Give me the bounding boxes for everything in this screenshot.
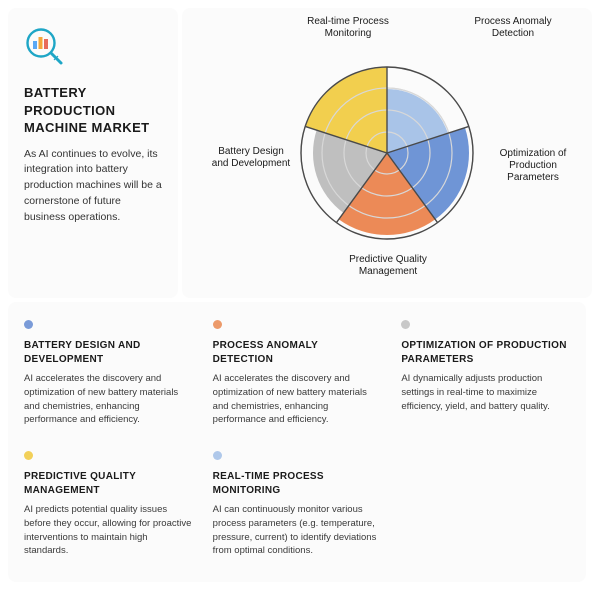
legend-item: PREDICTIVE QUALITY MANAGEMENT AI predicts… [24, 451, 193, 558]
top-row: BATTERY PRODUCTION MACHINE MARKET As AI … [8, 8, 586, 298]
intro-body: As AI continues to evolve, its integrati… [24, 147, 162, 226]
legend-item: REAL-TIME PROCESS MONITORING AI can conti… [213, 451, 382, 558]
intro-card: BATTERY PRODUCTION MACHINE MARKET As AI … [8, 8, 178, 298]
magnifier-chart-icon [24, 26, 64, 66]
legend-title: BATTERY DESIGN AND DEVELOPMENT [24, 339, 193, 366]
legend-title: PROCESS ANOMALY DETECTION [213, 339, 382, 366]
legend-dot [401, 320, 410, 329]
chart-label: Process Anomaly Detection [472, 16, 554, 40]
legend-title: PREDICTIVE QUALITY MANAGEMENT [24, 470, 193, 497]
legend-item: BATTERY DESIGN AND DEVELOPMENT AI acceler… [24, 320, 193, 427]
legend-item: PROCESS ANOMALY DETECTION AI accelerates … [213, 320, 382, 427]
legend-card: BATTERY DESIGN AND DEVELOPMENT AI acceler… [8, 302, 586, 582]
legend-title: REAL-TIME PROCESS MONITORING [213, 470, 382, 497]
chart-label: Real-time Process Monitoring [307, 16, 389, 40]
legend-body: AI accelerates the discovery and optimiz… [24, 372, 193, 427]
chart-label: Battery Design and Development [210, 146, 292, 170]
legend-body: AI predicts potential quality issues bef… [24, 503, 193, 558]
legend-body: AI dynamically adjusts production settin… [401, 372, 570, 413]
legend-dot [24, 451, 33, 460]
legend-body: AI accelerates the discovery and optimiz… [213, 372, 382, 427]
legend-title: OPTIMIZATION OF PRODUCTION PARAMETERS [401, 339, 570, 366]
chart-label: Optimization of Production Parameters [492, 148, 574, 184]
legend-dot [213, 320, 222, 329]
legend-item: OPTIMIZATION OF PRODUCTION PARAMETERS AI … [401, 320, 570, 427]
chart-label: Predictive Quality Management [347, 254, 429, 278]
legend-body: AI can continuously monitor various proc… [213, 503, 382, 558]
legend-dot [24, 320, 33, 329]
chart-card: Real-time Process Monitoring Process Anom… [182, 8, 592, 298]
legend-grid: BATTERY DESIGN AND DEVELOPMENT AI acceler… [24, 320, 570, 558]
intro-title: BATTERY PRODUCTION MACHINE MARKET [24, 84, 162, 137]
infographic: BATTERY PRODUCTION MACHINE MARKET As AI … [8, 8, 586, 582]
legend-dot [213, 451, 222, 460]
polar-chart: Real-time Process Monitoring Process Anom… [192, 18, 582, 288]
